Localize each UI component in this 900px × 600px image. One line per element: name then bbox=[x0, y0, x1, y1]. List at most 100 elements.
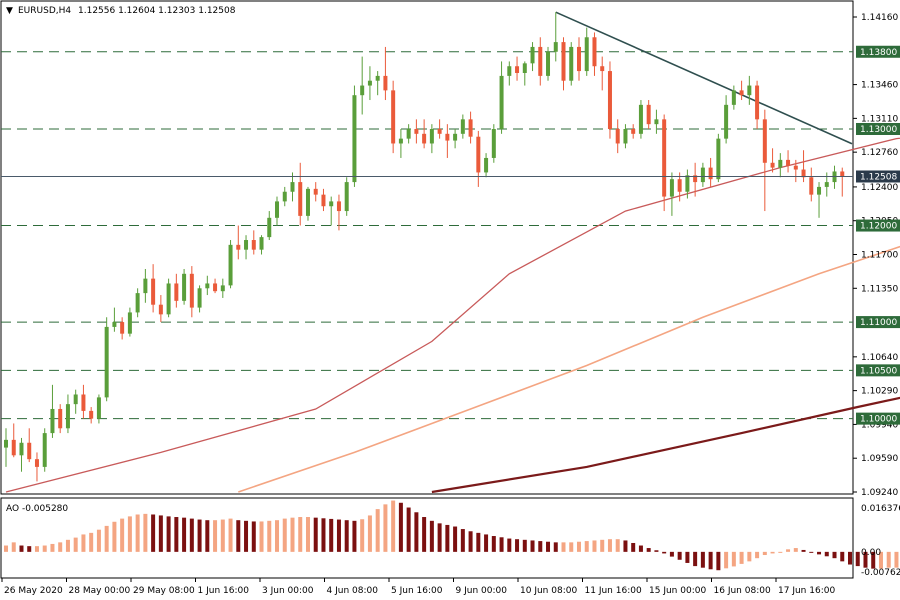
time-tick-label: 16 Jun 08:00 bbox=[714, 586, 771, 596]
ao-bar bbox=[747, 552, 751, 561]
ao-bar bbox=[600, 540, 604, 552]
ao-bar bbox=[662, 552, 666, 554]
ao-tick-label: -0.007625 bbox=[861, 568, 900, 578]
ao-bar bbox=[585, 541, 589, 552]
ao-bar bbox=[476, 533, 480, 552]
candle-body bbox=[507, 66, 511, 76]
candle-body bbox=[685, 175, 689, 191]
candle-body bbox=[275, 201, 279, 217]
price-tick-label: 1.12400 bbox=[861, 183, 898, 193]
candle-body bbox=[159, 305, 163, 315]
ao-bar bbox=[562, 542, 566, 551]
candle-body bbox=[260, 237, 264, 250]
candle-body bbox=[461, 119, 465, 133]
ao-bar bbox=[623, 540, 627, 551]
dropdown-icon[interactable]: ▼ bbox=[6, 6, 13, 16]
candle-body bbox=[407, 129, 411, 139]
ao-bar bbox=[724, 552, 728, 568]
candle-body bbox=[546, 52, 550, 76]
price-tick-label: 1.10290 bbox=[861, 387, 898, 397]
time-tick-label: 28 May 00:00 bbox=[69, 586, 131, 596]
ao-tick-label: 0.016376 bbox=[861, 504, 900, 514]
candle-body bbox=[476, 137, 480, 173]
candle-body bbox=[817, 187, 821, 195]
candle-body bbox=[778, 160, 782, 168]
price-panel[interactable] bbox=[1, 1, 853, 494]
candle-body bbox=[747, 86, 751, 96]
candle-body bbox=[213, 283, 217, 291]
candle-body bbox=[616, 129, 620, 143]
ao-bar bbox=[66, 540, 70, 552]
ao-bar bbox=[244, 521, 248, 552]
candle-body bbox=[81, 394, 85, 410]
candle-body bbox=[306, 189, 310, 216]
ao-bar bbox=[461, 529, 465, 552]
candle-body bbox=[329, 201, 333, 206]
ao-bar bbox=[89, 533, 93, 552]
candle-body bbox=[89, 411, 93, 419]
candle-body bbox=[190, 274, 194, 308]
time-axis: 26 May 2020 28 May 00:00 29 May 08:00 1 Jun… bbox=[2, 578, 835, 596]
candle-body bbox=[352, 95, 356, 182]
candle-body bbox=[515, 66, 519, 73]
candle-body bbox=[66, 404, 70, 428]
ao-bar bbox=[685, 552, 689, 563]
ao-bar bbox=[221, 520, 225, 552]
candle-body bbox=[662, 119, 666, 196]
candle-body bbox=[391, 90, 395, 143]
candle-body bbox=[58, 409, 62, 428]
ao-bar bbox=[337, 520, 341, 552]
candle-body bbox=[120, 322, 124, 334]
ao-bar bbox=[639, 546, 643, 552]
ao-bar bbox=[500, 537, 504, 552]
candle-body bbox=[27, 443, 31, 459]
price-tick-label: 1.09590 bbox=[861, 454, 898, 464]
candle-body bbox=[484, 158, 488, 172]
ao-bar bbox=[732, 552, 736, 567]
ao-bar bbox=[445, 525, 449, 552]
time-tick-label: 4 Jun 08:00 bbox=[327, 586, 379, 596]
ao-bar bbox=[105, 526, 109, 552]
candle-body bbox=[592, 37, 596, 66]
ao-bar bbox=[469, 531, 473, 552]
ao-bar bbox=[97, 530, 101, 552]
candle-body bbox=[569, 47, 573, 81]
ao-bar bbox=[306, 517, 310, 552]
time-tick-label: 29 May 08:00 bbox=[133, 586, 195, 596]
candle-body bbox=[345, 182, 349, 211]
candle-body bbox=[236, 245, 240, 250]
ao-bar bbox=[887, 552, 891, 568]
ao-bar bbox=[167, 516, 171, 551]
ao-bar bbox=[755, 552, 759, 558]
ao-bar bbox=[507, 539, 511, 552]
symbol-label: EURUSD,H4 bbox=[18, 6, 71, 16]
ao-bar bbox=[283, 519, 287, 552]
candle-body bbox=[267, 218, 271, 237]
level-tag-text: 1.13800 bbox=[860, 48, 897, 58]
ao-bar bbox=[345, 520, 349, 552]
candle-body bbox=[600, 66, 604, 71]
level-tag-text: 1.10500 bbox=[860, 366, 897, 376]
candle-body bbox=[438, 129, 442, 134]
ao-bar bbox=[58, 542, 62, 551]
ao-bar bbox=[740, 552, 744, 564]
ao-bar bbox=[391, 501, 395, 552]
ao-bar bbox=[647, 548, 651, 552]
candle-body bbox=[654, 119, 658, 124]
ao-bar bbox=[515, 539, 519, 552]
candle-body bbox=[445, 134, 449, 141]
ao-bar bbox=[554, 542, 558, 551]
candle-body bbox=[143, 279, 147, 293]
ao-bar bbox=[360, 519, 364, 552]
candle-body bbox=[469, 119, 473, 136]
ao-bar bbox=[430, 521, 434, 552]
price-tick-label: 1.09240 bbox=[861, 488, 898, 498]
candle-body bbox=[453, 134, 457, 141]
ao-bar bbox=[151, 514, 155, 551]
candle-body bbox=[19, 443, 23, 456]
ao-bar bbox=[4, 546, 8, 552]
ao-bar bbox=[407, 508, 411, 552]
ao-bar bbox=[260, 521, 264, 551]
candle-body bbox=[577, 47, 581, 71]
